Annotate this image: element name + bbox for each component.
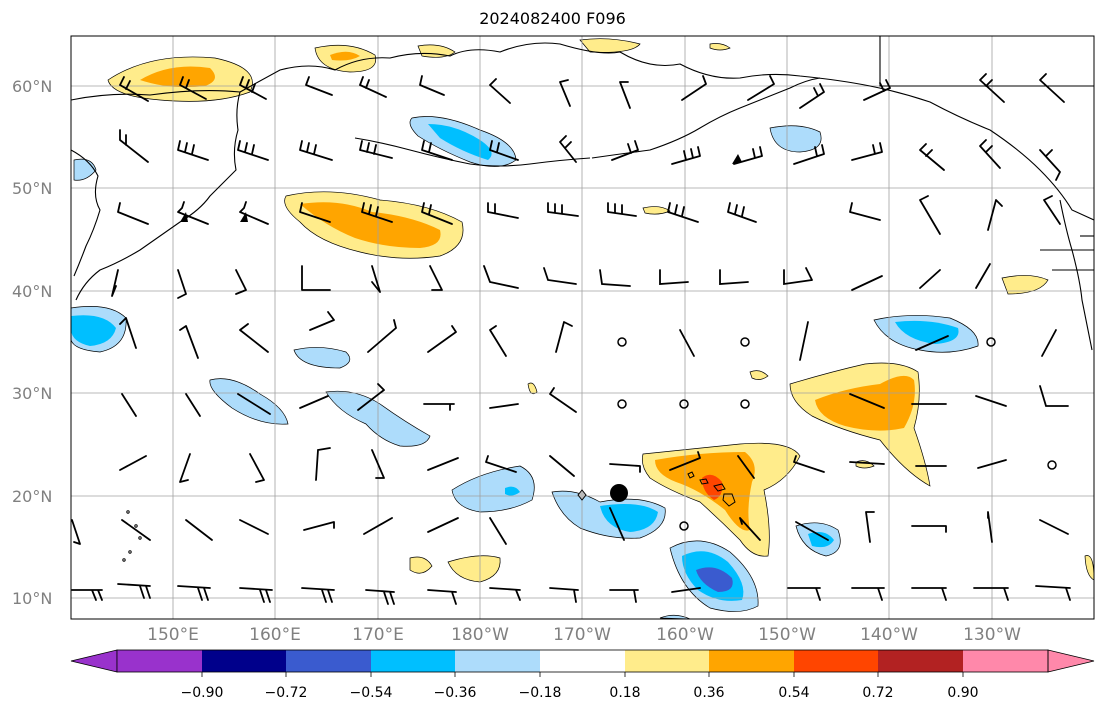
colorbar-tick-label: −0.90 <box>180 685 224 701</box>
colorbar <box>70 649 1095 677</box>
lat-label: 40°N <box>12 282 53 301</box>
colorbar-seg <box>202 650 287 672</box>
lat-label: 30°N <box>12 384 53 403</box>
colorbar-tick-label: 0.72 <box>862 685 894 701</box>
lon-label: 140°W <box>860 625 918 645</box>
colorbar-seg <box>963 650 1049 672</box>
lat-label: 50°N <box>12 179 53 198</box>
lat-label: 10°N <box>12 589 53 608</box>
islands <box>122 471 736 562</box>
colorbar-seg <box>878 650 964 672</box>
colorbar-tick-label: −0.54 <box>349 685 393 701</box>
colorbar-seg <box>540 650 626 672</box>
colorbar-seg <box>455 650 541 672</box>
colorbar-seg <box>794 650 879 672</box>
map-frame <box>70 35 1095 620</box>
colorbar-tick-label: 0.54 <box>778 685 810 701</box>
lon-label: 180°W <box>451 625 509 645</box>
map-title: 2024082400 F096 <box>479 9 626 28</box>
lon-label: 160°W <box>656 625 714 645</box>
lon-label: 170°W <box>553 625 611 645</box>
colorbar-seg <box>117 650 203 672</box>
colorbar-extend-low <box>70 649 118 673</box>
colorbar-seg <box>371 650 456 672</box>
lat-label: 20°N <box>12 487 53 506</box>
colorbar-seg <box>625 650 710 672</box>
lat-label: 60°N <box>12 77 53 96</box>
colorbar-seg <box>709 650 795 672</box>
lon-label: 150°W <box>758 625 816 645</box>
colorbar-extend-high <box>1047 649 1095 673</box>
colorbar-seg <box>286 650 372 672</box>
colorbar-tick-label: −0.18 <box>518 685 562 701</box>
coastlines <box>71 36 1094 351</box>
wind-barbs <box>71 73 1071 605</box>
negative-anomaly-area <box>71 116 979 619</box>
storm-center-marker <box>610 484 628 502</box>
colorbar-tick-label: 0.90 <box>947 685 979 701</box>
lon-label: 150°E <box>147 625 199 645</box>
lon-label: 160°E <box>249 625 301 645</box>
lon-label: 170°E <box>352 625 404 645</box>
colorbar-tick-label: 0.36 <box>693 685 725 701</box>
lon-label: 130°W <box>963 625 1021 645</box>
colorbar-tick-label: −0.36 <box>433 685 477 701</box>
colorbar-tick-label: −0.72 <box>264 685 308 701</box>
positive-anomaly-area <box>107 38 1094 583</box>
anomaly-shading <box>71 38 1094 619</box>
colorbar-tick-label: 0.18 <box>609 685 641 701</box>
